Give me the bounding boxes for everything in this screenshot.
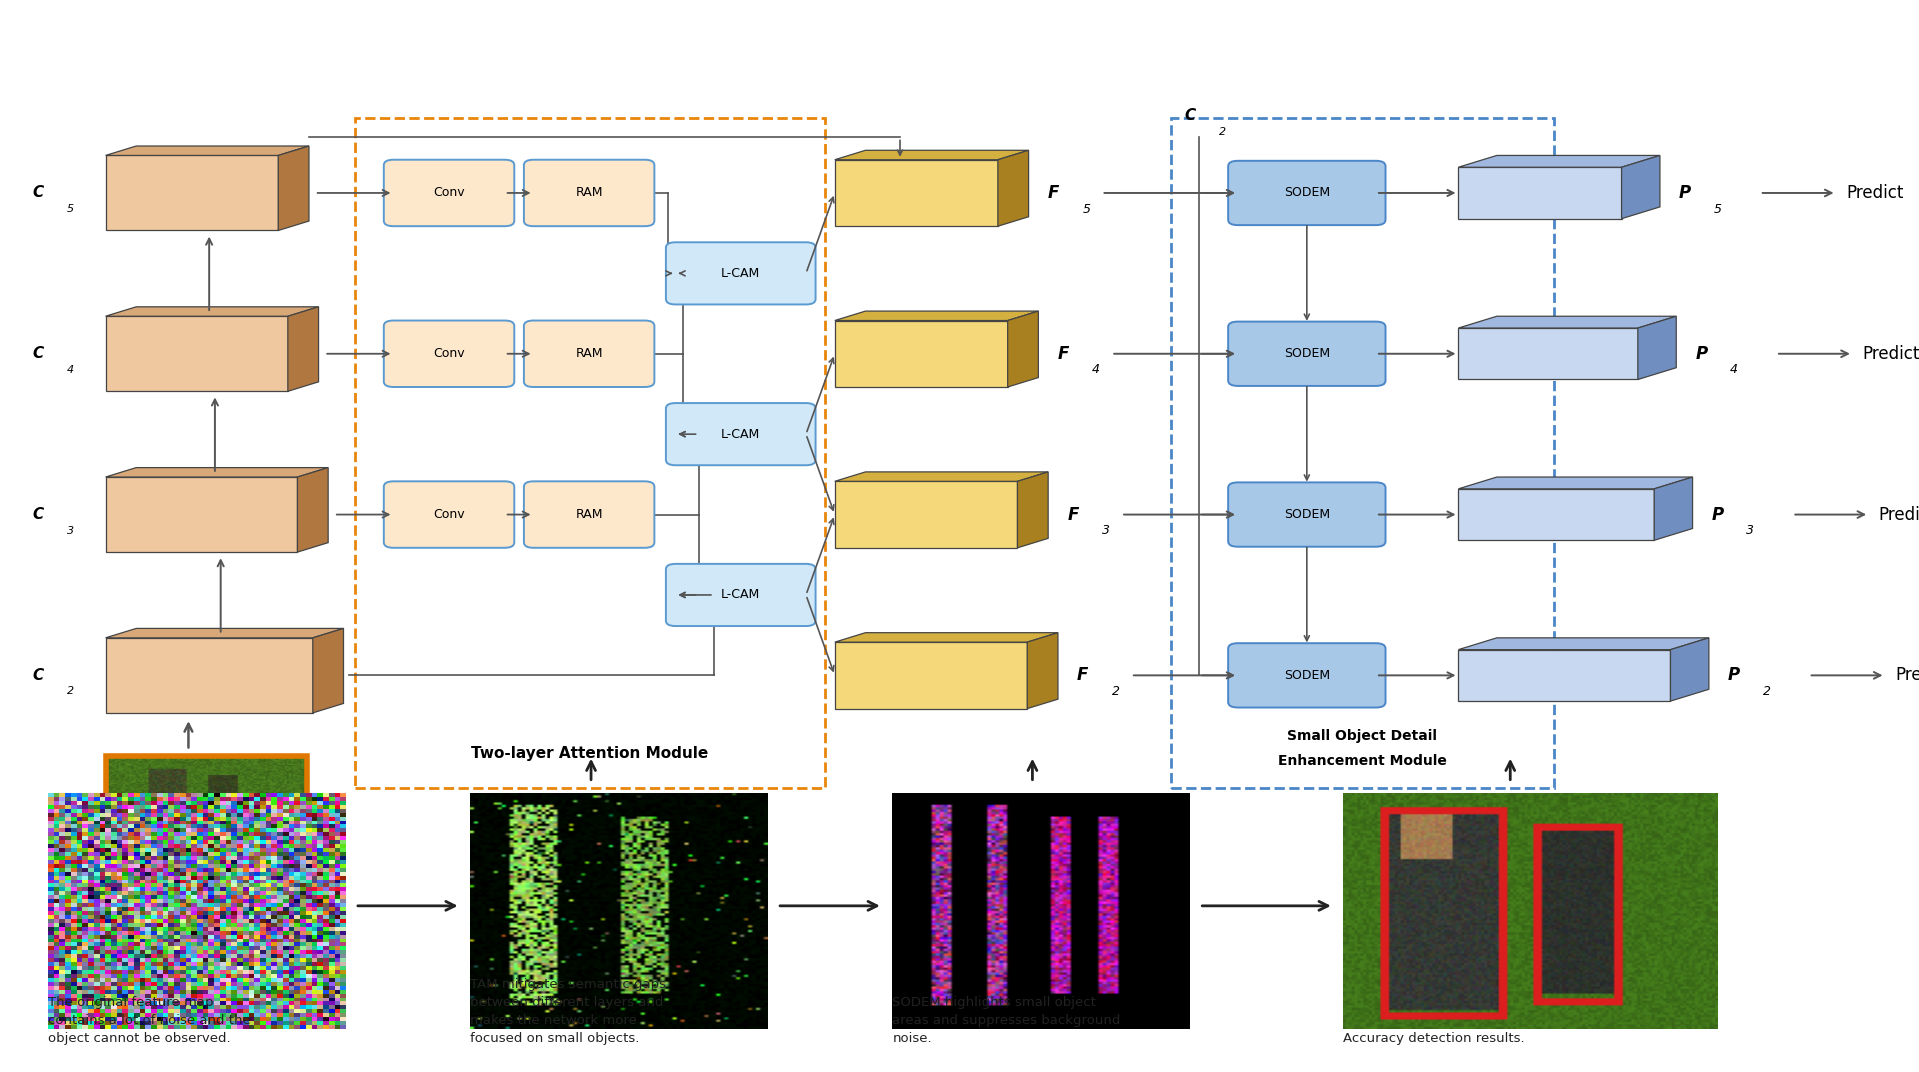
Text: SODEM: SODEM <box>1284 669 1330 682</box>
FancyBboxPatch shape <box>1228 161 1386 225</box>
Text: RAM: RAM <box>576 347 603 360</box>
Polygon shape <box>1458 650 1671 701</box>
FancyBboxPatch shape <box>666 403 816 465</box>
Polygon shape <box>106 146 309 155</box>
Polygon shape <box>313 628 344 713</box>
Polygon shape <box>106 316 288 391</box>
Text: 3: 3 <box>1746 524 1754 537</box>
Polygon shape <box>106 638 313 713</box>
Polygon shape <box>1458 155 1660 167</box>
FancyBboxPatch shape <box>384 160 514 226</box>
Polygon shape <box>106 467 328 477</box>
Text: C: C <box>33 507 44 522</box>
Polygon shape <box>106 307 319 316</box>
Text: P: P <box>1712 506 1723 523</box>
Polygon shape <box>835 150 1029 160</box>
Text: 4: 4 <box>1092 363 1100 376</box>
Text: SODEM highlights small object
areas and suppresses background
noise.: SODEM highlights small object areas and … <box>892 996 1121 1045</box>
Text: C: C <box>33 185 44 200</box>
Text: F: F <box>1077 667 1088 684</box>
Text: 5: 5 <box>1082 203 1090 215</box>
Polygon shape <box>106 628 344 638</box>
Text: Small Object Detail: Small Object Detail <box>1288 729 1437 744</box>
Text: Accuracy detection results.: Accuracy detection results. <box>1343 1032 1526 1045</box>
Text: 3: 3 <box>67 525 75 536</box>
Text: SODEM: SODEM <box>1284 187 1330 199</box>
FancyBboxPatch shape <box>1228 643 1386 708</box>
Polygon shape <box>835 321 1007 387</box>
FancyBboxPatch shape <box>1228 482 1386 547</box>
Polygon shape <box>835 472 1048 481</box>
Text: SODEM: SODEM <box>1284 347 1330 360</box>
Polygon shape <box>835 481 1017 548</box>
Text: F: F <box>1057 345 1069 362</box>
Polygon shape <box>1458 167 1622 219</box>
Polygon shape <box>1458 638 1710 650</box>
Text: 2: 2 <box>1219 126 1226 137</box>
Text: P: P <box>1679 184 1691 202</box>
Text: Enhancement Module: Enhancement Module <box>1278 754 1447 769</box>
Text: L-CAM: L-CAM <box>722 428 760 441</box>
Text: F: F <box>1067 506 1078 523</box>
Text: 5: 5 <box>67 204 75 214</box>
Text: 2: 2 <box>1111 685 1119 698</box>
Polygon shape <box>1458 328 1639 379</box>
Text: Conv: Conv <box>434 187 464 199</box>
Text: Conv: Conv <box>434 347 464 360</box>
Polygon shape <box>835 642 1027 709</box>
Polygon shape <box>1458 477 1693 489</box>
Polygon shape <box>1458 489 1654 540</box>
Polygon shape <box>1654 477 1693 540</box>
Text: Two-layer Attention Module: Two-layer Attention Module <box>472 746 708 761</box>
Polygon shape <box>1007 311 1038 387</box>
FancyBboxPatch shape <box>524 481 654 548</box>
Polygon shape <box>835 632 1057 642</box>
Text: P: P <box>1729 667 1741 684</box>
Polygon shape <box>1671 638 1710 701</box>
Polygon shape <box>1639 316 1677 379</box>
Text: F: F <box>1048 184 1059 202</box>
Polygon shape <box>1622 155 1660 219</box>
Text: 3: 3 <box>1102 524 1109 537</box>
Polygon shape <box>106 155 278 230</box>
Text: 2: 2 <box>67 686 75 697</box>
Text: L-CAM: L-CAM <box>722 267 760 280</box>
Text: C: C <box>33 668 44 683</box>
Text: SODEM: SODEM <box>1284 508 1330 521</box>
Text: 5: 5 <box>1714 203 1721 215</box>
Polygon shape <box>835 160 998 226</box>
Polygon shape <box>835 311 1038 321</box>
Polygon shape <box>1017 472 1048 548</box>
Polygon shape <box>106 477 297 552</box>
FancyBboxPatch shape <box>384 321 514 387</box>
Polygon shape <box>1027 632 1057 709</box>
FancyBboxPatch shape <box>384 481 514 548</box>
Text: P: P <box>1696 345 1708 362</box>
Text: Predict: Predict <box>1896 667 1919 684</box>
Polygon shape <box>998 150 1029 226</box>
FancyBboxPatch shape <box>524 160 654 226</box>
Text: Predict: Predict <box>1863 345 1919 362</box>
Text: The original feature map
contains a lot of noise and the
object cannot be observ: The original feature map contains a lot … <box>48 996 251 1045</box>
Text: RAM: RAM <box>576 508 603 521</box>
Polygon shape <box>297 467 328 552</box>
Polygon shape <box>288 307 319 391</box>
Text: Predict: Predict <box>1846 184 1904 202</box>
Text: 2: 2 <box>1764 685 1771 698</box>
FancyBboxPatch shape <box>1228 322 1386 386</box>
FancyBboxPatch shape <box>524 321 654 387</box>
Text: RAM: RAM <box>576 187 603 199</box>
Text: L-CAM: L-CAM <box>722 589 760 601</box>
Text: Predict: Predict <box>1879 506 1919 523</box>
Text: TAM mitigates semantic gaps
between different layers and
makes the network more
: TAM mitigates semantic gaps between diff… <box>470 978 666 1045</box>
Text: Conv: Conv <box>434 508 464 521</box>
Text: C: C <box>33 346 44 361</box>
FancyBboxPatch shape <box>666 242 816 304</box>
FancyBboxPatch shape <box>666 564 816 626</box>
Polygon shape <box>1458 316 1677 328</box>
Polygon shape <box>278 146 309 230</box>
Text: C: C <box>1184 108 1196 123</box>
Text: 4: 4 <box>67 364 75 375</box>
Text: 4: 4 <box>1731 363 1739 376</box>
